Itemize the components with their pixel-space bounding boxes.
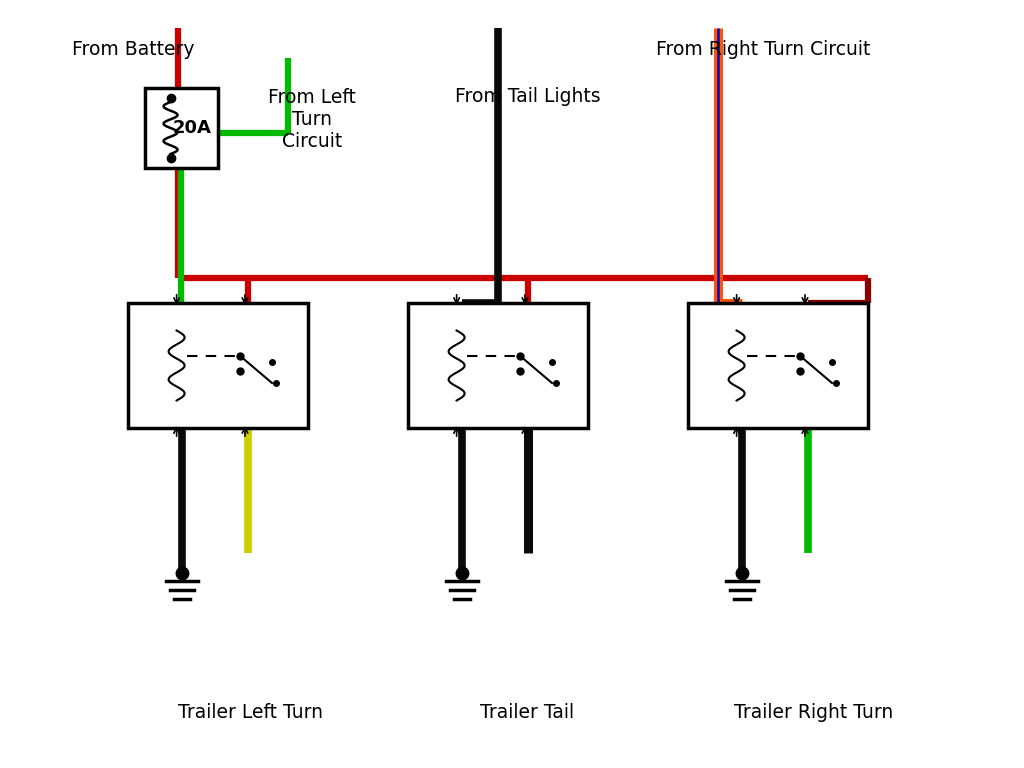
Text: From Tail Lights: From Tail Lights [455, 87, 600, 105]
Text: Trailer Right Turn: Trailer Right Turn [734, 703, 894, 722]
Text: Trailer Tail: Trailer Tail [480, 703, 574, 722]
Text: 20A: 20A [173, 119, 212, 137]
Text: From Battery: From Battery [72, 41, 195, 59]
Text: Trailer Left Turn: Trailer Left Turn [178, 703, 324, 722]
Bar [408, 303, 588, 428]
Text: From Right Turn Circuit: From Right Turn Circuit [655, 41, 870, 59]
Bar [688, 303, 868, 428]
Text: From Left
Turn
Circuit: From Left Turn Circuit [268, 88, 356, 151]
Bar [128, 303, 308, 428]
Bar [145, 88, 218, 168]
